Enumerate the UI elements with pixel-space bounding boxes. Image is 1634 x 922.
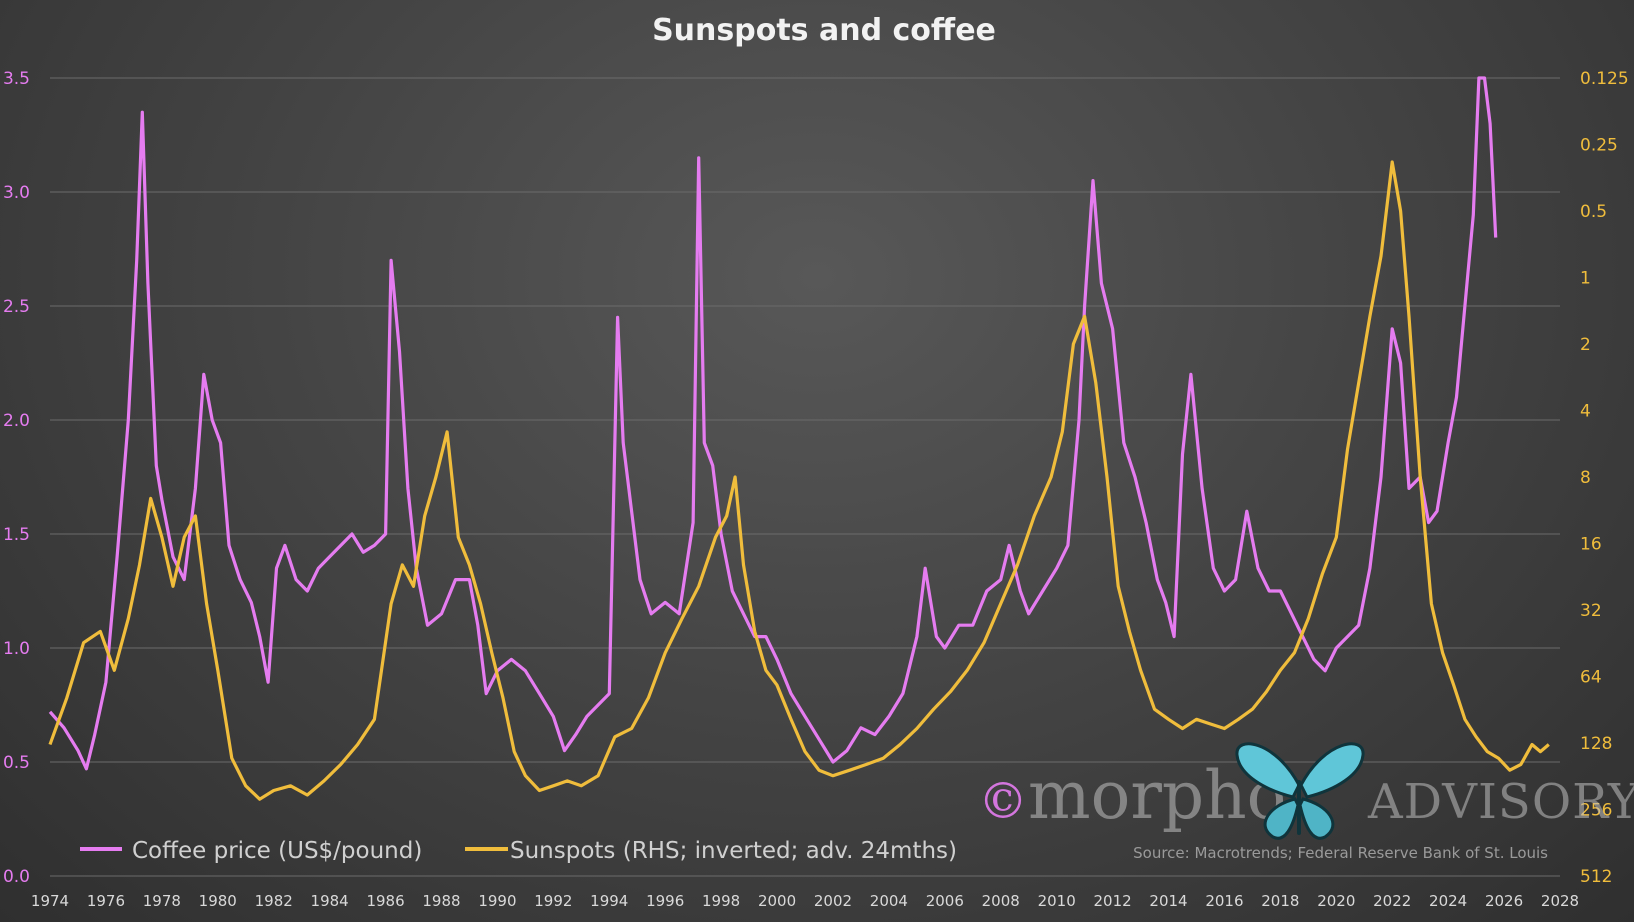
x-tick-label: 1998 [702,892,740,910]
legend: Coffee price (US$/pound) Sunspots (RHS; … [80,838,957,864]
x-tick-label: 2028 [1541,892,1579,910]
y-right-tick-label: 8 [1580,468,1591,488]
series-line-coffee [48,76,1498,771]
y-left-tick-label: 1.0 [3,639,30,659]
x-tick-label: 2016 [1205,892,1243,910]
x-tick-label: 2000 [758,892,796,910]
x-axis-labels: 1974 1976 1978 1980 1982 1984 1986 1988 1990 1992… [31,892,1579,910]
x-tick-label: 1976 [87,892,125,910]
x-tick-label: 2022 [1373,892,1411,910]
y-right-tick-label: 1 [1580,269,1591,289]
x-tick-label: 2008 [982,892,1020,910]
y-left-tick-label: 3.5 [3,69,30,89]
y-right-tick-label: 32 [1580,601,1602,621]
gridlines [50,77,1560,877]
y-right-tick-label: 512 [1580,867,1612,887]
y-left-tick-label: 0.5 [3,753,30,773]
x-tick-label: 2024 [1429,892,1467,910]
source-note: Source: Macrotrends; Federal Reserve Ban… [1133,844,1548,862]
x-tick-label: 1984 [311,892,349,910]
x-tick-label: 1992 [534,892,572,910]
x-tick-label: 1974 [31,892,69,910]
x-tick-label: 1978 [143,892,181,910]
x-tick-label: 1988 [422,892,460,910]
x-tick-label: 2018 [1261,892,1299,910]
y-right-tick-label: 64 [1580,668,1602,688]
x-tick-label: 1994 [590,892,628,910]
x-tick-label: 2004 [870,892,908,910]
y-right-tick-label: 4 [1580,402,1591,422]
y-left-tick-label: 2.0 [3,411,30,431]
y-axis-right-labels: 0.125 0.25 0.5 1 2 4 8 16 32 64 128 256 512 [1580,69,1629,887]
y-left-tick-label: 0.0 [3,867,30,887]
y-right-tick-label: 2 [1580,335,1591,355]
y-left-tick-label: 1.5 [3,525,30,545]
x-tick-label: 2012 [1093,892,1131,910]
legend-label-sunspots: Sunspots (RHS; inverted; adv. 24mths) [510,838,957,864]
y-axis-left-labels: 0.0 0.5 1.0 1.5 2.0 2.5 3.0 3.5 [3,69,30,887]
watermark-copyright-symbol: © [978,772,1028,830]
watermark-logo: © morpho ADVISORY [978,742,1634,840]
watermark-word-advisory: ADVISORY [1367,774,1634,830]
y-left-tick-label: 2.5 [3,297,30,317]
y-right-tick-label: 0.5 [1580,202,1607,222]
y-right-tick-label: 0.25 [1580,136,1618,156]
x-tick-label: 2002 [814,892,852,910]
x-tick-label: 2026 [1485,892,1523,910]
y-left-tick-label: 3.0 [3,183,30,203]
x-tick-label: 1986 [366,892,404,910]
x-tick-label: 1996 [646,892,684,910]
series-layer [48,76,1550,801]
y-right-tick-label: 256 [1580,801,1612,821]
x-tick-label: 2014 [1149,892,1187,910]
x-tick-label: 1990 [478,892,516,910]
y-right-tick-label: 16 [1580,535,1602,555]
y-right-tick-label: 128 [1580,734,1612,754]
x-tick-label: 1980 [199,892,237,910]
chart-title: Sunspots and coffee [652,13,996,48]
legend-label-coffee: Coffee price (US$/pound) [132,838,422,864]
series-line-sunspots [48,160,1550,801]
x-tick-label: 2020 [1317,892,1355,910]
x-tick-label: 2006 [926,892,964,910]
butterfly-logo-icon [1235,742,1365,840]
x-tick-label: 2010 [1038,892,1076,910]
y-right-tick-label: 0.125 [1580,69,1629,89]
x-tick-label: 1982 [255,892,293,910]
